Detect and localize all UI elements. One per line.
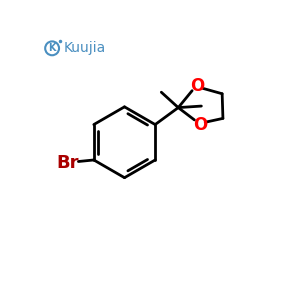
Text: O: O <box>190 77 205 95</box>
Text: K: K <box>48 43 56 53</box>
Text: Br: Br <box>56 154 79 172</box>
Text: O: O <box>193 116 207 134</box>
Text: Kuujia: Kuujia <box>63 41 106 55</box>
